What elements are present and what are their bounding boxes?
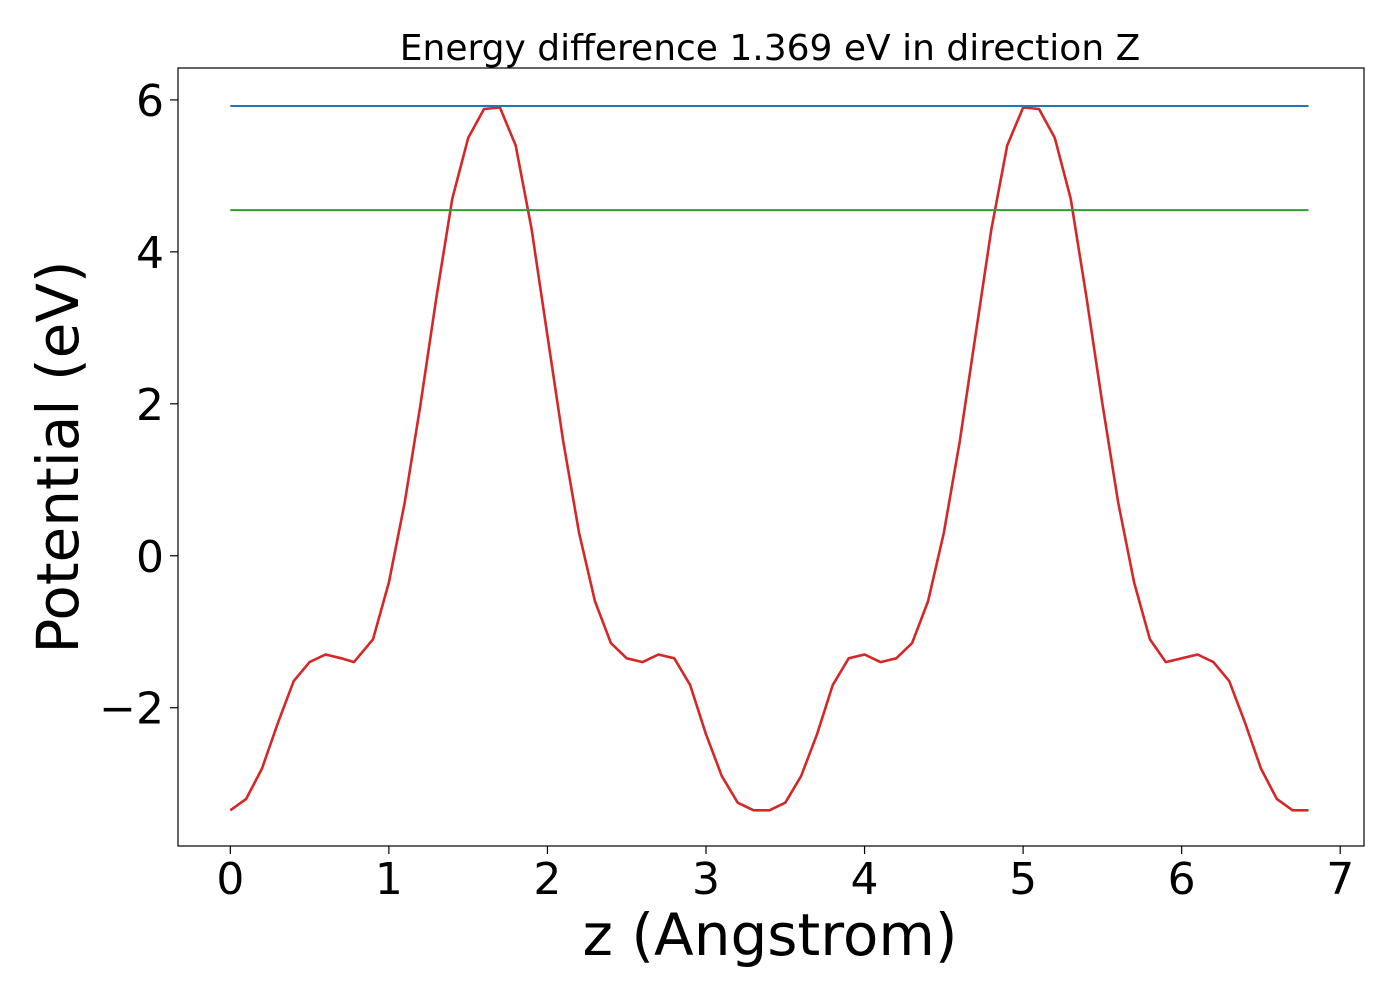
x-tick-label: 6 — [1168, 854, 1196, 905]
y-axis-label: Potential (eV) — [24, 260, 92, 653]
y-tick-label: 6 — [136, 76, 164, 127]
x-tick-label: 0 — [216, 854, 244, 905]
x-tick-label: 7 — [1326, 854, 1354, 905]
x-tick-label: 5 — [1009, 854, 1037, 905]
x-axis-label: z (Angstrom) — [583, 901, 958, 969]
x-tick-label: 1 — [375, 854, 403, 905]
y-tick-label: 0 — [136, 532, 164, 583]
x-tick-label: 2 — [533, 854, 561, 905]
x-tick-label: 3 — [692, 854, 720, 905]
y-tick-label: 4 — [136, 228, 164, 279]
plot-frame — [177, 67, 1365, 847]
potential-curve — [229, 106, 1309, 812]
y-tick-label: 2 — [136, 380, 164, 431]
chart-title: Energy difference 1.369 eV in direction … — [400, 28, 1141, 69]
y-tick-label: −2 — [99, 684, 164, 735]
x-tick-label: 4 — [851, 854, 879, 905]
y-axis-ticks: −2 0 2 4 6 — [99, 76, 178, 735]
x-axis-ticks: 0 1 2 3 4 5 6 7 — [216, 846, 1354, 905]
series-layer — [229, 105, 1309, 812]
